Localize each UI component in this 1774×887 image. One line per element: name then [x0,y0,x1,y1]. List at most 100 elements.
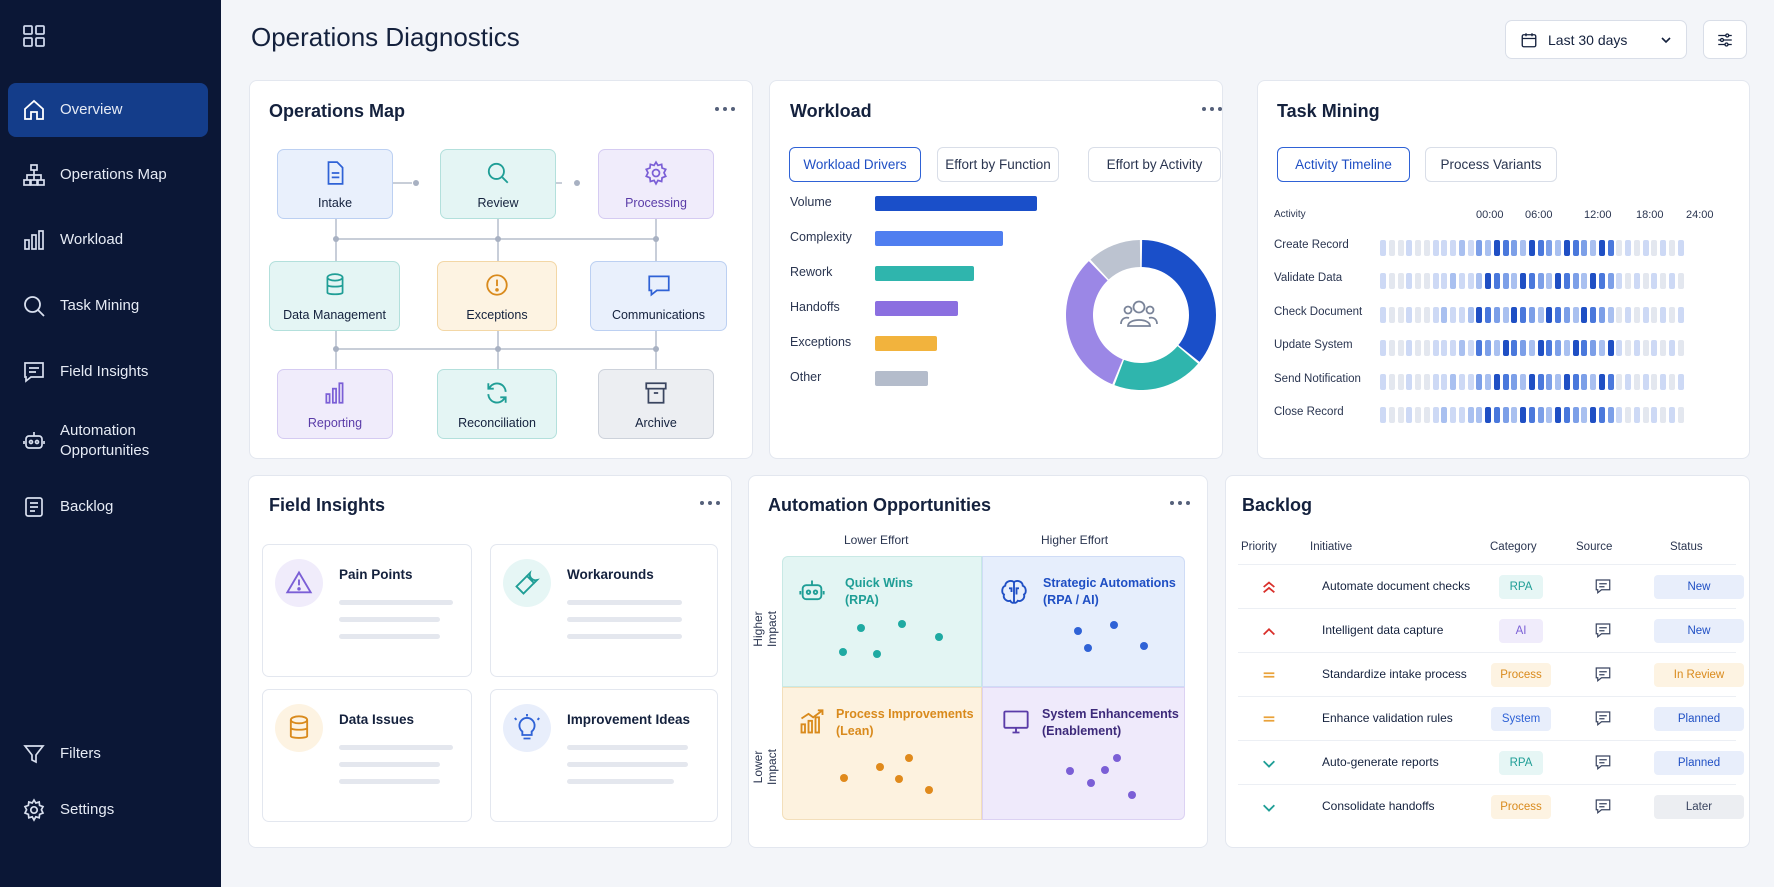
timeline-cell [1581,340,1588,356]
timeline-cell [1450,407,1456,423]
table-row[interactable]: Intelligent data capture AI New [1238,608,1744,652]
tab-effort-by-function[interactable]: Effort by Function [937,147,1059,182]
more-options-icon[interactable] [1202,107,1224,113]
donut-slice[interactable] [1090,240,1141,280]
timeline-cell [1563,340,1570,356]
timeline-cell [1625,307,1631,323]
donut-slice[interactable] [1066,261,1123,385]
tab-activity-timeline[interactable]: Activity Timeline [1277,147,1410,182]
app-grid-icon[interactable] [22,24,46,48]
more-options-icon[interactable] [1170,501,1192,507]
timeline-cell [1511,340,1518,356]
timeline-cell [1642,273,1649,289]
sidebar-item-settings[interactable]: Settings [8,783,208,837]
sidebar-item-overview[interactable]: Overview [8,83,208,137]
node-intake[interactable]: Intake [277,149,393,219]
sidebar-item-automation-opportunities[interactable]: Automation Opportunities [8,414,208,468]
more-options-icon[interactable] [700,501,722,507]
sidebar-item-field-insights[interactable]: Field Insights [8,345,208,399]
date-range-select[interactable]: Last 30 days [1505,20,1687,59]
insight-title: Workarounds [567,567,654,582]
timeline-cell [1520,307,1526,323]
donut-slice[interactable] [1114,346,1199,390]
sliders-icon [1718,32,1732,47]
timeline-cell [1555,340,1561,356]
time-tick: 24:00 [1686,209,1714,221]
tab-workload-drivers[interactable]: Workload Drivers [789,147,921,182]
priority-medium-icon [1263,672,1275,678]
timeline-cell [1388,240,1395,256]
node-review[interactable]: Review [440,149,556,219]
table-row[interactable]: Consolidate handoffs Process Later [1238,784,1744,828]
filter-settings-button[interactable] [1703,20,1747,59]
timeline-cell [1563,307,1570,323]
timeline-cell [1572,407,1579,423]
comment-icon[interactable] [1594,577,1612,595]
table-row[interactable]: Auto-generate reports RPA Planned [1238,740,1744,784]
node-data-management[interactable]: Data Management [269,261,400,331]
bar[interactable] [875,196,1037,211]
donut-slice[interactable] [1141,240,1216,362]
bar[interactable] [875,301,958,316]
timeline-cell [1607,240,1614,256]
timeline-cell [1633,307,1640,323]
more-options-icon[interactable] [715,107,737,113]
timeline-cell [1423,307,1430,323]
bar[interactable] [875,336,937,351]
timeline-cell [1502,273,1509,289]
timeline-cell [1415,407,1421,423]
timeline-cell [1598,407,1605,423]
node-communications[interactable]: Communications [590,261,727,331]
timeline-cell [1511,374,1518,390]
table-row[interactable]: Enhance validation rules System Planned [1238,696,1744,740]
node-exceptions[interactable]: Exceptions [437,261,557,331]
node-reporting[interactable]: Reporting [277,369,393,439]
node-archive[interactable]: Archive [598,369,714,439]
sidebar-item-label: Filters [60,745,101,762]
activity-label: Check Document [1274,306,1363,318]
sidebar-item-filters[interactable]: Filters [8,727,208,781]
quadrant-system-enhancements[interactable]: System Enhancements (Enablement) [982,687,1185,820]
timeline-cell [1563,374,1570,390]
comment-icon[interactable] [1594,753,1612,771]
tab-process-variants[interactable]: Process Variants [1425,147,1557,182]
node-reconciliation[interactable]: Reconciliation [437,369,557,439]
comment-icon[interactable] [1594,621,1612,639]
comment-icon[interactable] [1594,709,1612,727]
quadrant-process-improvements[interactable]: Process Improvements (Lean) [782,687,982,820]
comment-icon[interactable] [1594,665,1612,683]
timeline-cell [1388,340,1395,356]
quadrant-title: Strategic Automations (RPA / AI) [1043,576,1176,607]
timeline-cell [1668,374,1675,390]
column-header: Initiative [1310,541,1353,553]
timeline-cell [1511,240,1518,256]
timeline-cell [1485,374,1491,390]
sidebar-item-task-mining[interactable]: Task Mining [8,279,208,333]
insight-workarounds[interactable]: Workarounds [490,544,718,677]
node-processing[interactable]: Processing [598,149,714,219]
table-row[interactable]: Automate document checks RPA New [1238,564,1744,608]
sidebar-item-workload[interactable]: Workload [8,213,208,267]
timeline-cell [1598,374,1605,390]
table-row[interactable]: Standardize intake process Process In Revi… [1238,652,1744,696]
timeline-cell [1528,407,1535,423]
quadrant-quick-wins[interactable]: Quick Wins (RPA) [782,556,982,687]
timeline-cell [1537,273,1544,289]
quadrant-strategic-automations[interactable]: Strategic Automations (RPA / AI) [982,556,1185,687]
insight-pain-points[interactable]: Pain Points [262,544,472,677]
bar[interactable] [875,266,974,281]
bar[interactable] [875,231,1003,246]
activity-label: Close Record [1274,406,1344,418]
sidebar-item-backlog[interactable]: Backlog [8,480,208,534]
timeline-cell [1563,273,1570,289]
comment-icon[interactable] [1594,797,1612,815]
timeline-cell [1432,340,1439,356]
tab-effort-by-activity[interactable]: Effort by Activity [1088,147,1221,182]
timeline-cell [1450,340,1456,356]
sidebar-item-label: Task Mining [60,297,140,314]
bar[interactable] [875,371,929,386]
insight-improvement-ideas[interactable]: Improvement Ideas [490,689,718,822]
sidebar-item-operations-map[interactable]: Operations Map [8,148,208,202]
insight-data-issues[interactable]: Data Issues [262,689,472,822]
bar-chart-icon [24,230,44,250]
